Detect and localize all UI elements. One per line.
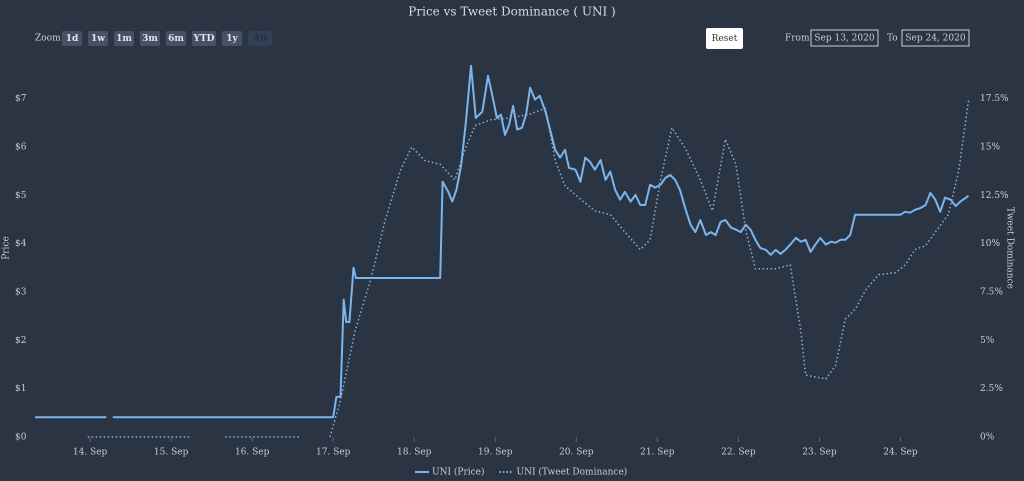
zoom-button[interactable]	[222, 31, 242, 46]
zoom-button[interactable]	[192, 31, 216, 46]
y-tick-label: $6	[15, 143, 27, 153]
from-label: From	[785, 34, 810, 44]
reset-button[interactable]	[706, 28, 743, 49]
zoom-label: Zoom	[35, 34, 61, 44]
zoom-button[interactable]	[88, 31, 108, 46]
from-value[interactable]: Sep 13, 2020	[814, 34, 874, 44]
zoom-button-label[interactable]: 6m	[168, 34, 184, 44]
legend-label[interactable]: UNI (Price)	[432, 467, 485, 478]
x-tick-label: 20. Sep	[559, 448, 594, 458]
x-tick-label: 15. Sep	[154, 448, 189, 458]
y-tick-label: $3	[15, 288, 27, 298]
y2-axis-title: Tweet Dominance	[1005, 207, 1015, 289]
y-tick-label: $0	[15, 433, 27, 443]
y-tick-label: $2	[15, 336, 26, 346]
y2-tick-label: 17.5%	[980, 94, 1009, 104]
zoom-button[interactable]	[166, 31, 186, 46]
x-tick-label: 14. Sep	[73, 448, 108, 458]
x-tick-label: 21. Sep	[640, 448, 675, 458]
to-value[interactable]: Sep 24, 2020	[905, 34, 965, 44]
y2-tick-label: 7.5%	[980, 288, 1003, 298]
zoom-button[interactable]	[114, 31, 134, 46]
y2-tick-label: 10%	[980, 239, 1000, 249]
y-tick-label: $1	[15, 384, 26, 394]
x-tick-label: 19. Sep	[478, 448, 513, 458]
zoom-button[interactable]	[62, 31, 82, 46]
y-axis-title: Price	[2, 236, 12, 260]
x-tick-label: 23. Sep	[802, 448, 837, 458]
x-tick-label: 17. Sep	[316, 448, 351, 458]
zoom-button-label[interactable]: 1m	[116, 34, 132, 44]
zoom-button-label[interactable]: 3m	[142, 34, 158, 44]
y2-tick-label: 0%	[980, 433, 995, 443]
zoom-button[interactable]	[140, 31, 160, 46]
x-tick-label: 18. Sep	[397, 448, 432, 458]
y2-tick-label: 2.5%	[980, 384, 1003, 394]
from-input[interactable]	[810, 29, 879, 47]
zoom-button-label[interactable]: All	[252, 34, 267, 44]
series-line	[35, 64, 970, 419]
y-tick-label: $5	[15, 191, 27, 201]
series-line	[87, 100, 970, 438]
y2-tick-label: 12.5%	[980, 191, 1009, 201]
y2-tick-label: 15%	[980, 143, 1000, 153]
x-tick-label: 24. Sep	[883, 448, 918, 458]
zoom-button-label[interactable]: 1w	[91, 34, 105, 44]
zoom-button-label[interactable]: YTD	[193, 34, 215, 44]
to-input[interactable]	[901, 29, 970, 47]
x-tick-label: 22. Sep	[721, 448, 756, 458]
y-tick-label: $7	[15, 94, 27, 104]
zoom-button-label[interactable]: 1y	[226, 34, 238, 44]
reset-label[interactable]: Reset	[712, 34, 738, 44]
to-label: To	[887, 34, 898, 44]
zoom-button[interactable]	[248, 31, 272, 46]
zoom-button-label[interactable]: 1d	[66, 34, 79, 44]
chart-title: Price vs Tweet Dominance ( UNI )	[408, 5, 615, 19]
legend-label[interactable]: UNI (Tweet Dominance)	[517, 467, 628, 478]
y-tick-label: $4	[15, 239, 27, 249]
y2-tick-label: 5%	[980, 336, 995, 346]
x-tick-label: 16. Sep	[235, 448, 270, 458]
